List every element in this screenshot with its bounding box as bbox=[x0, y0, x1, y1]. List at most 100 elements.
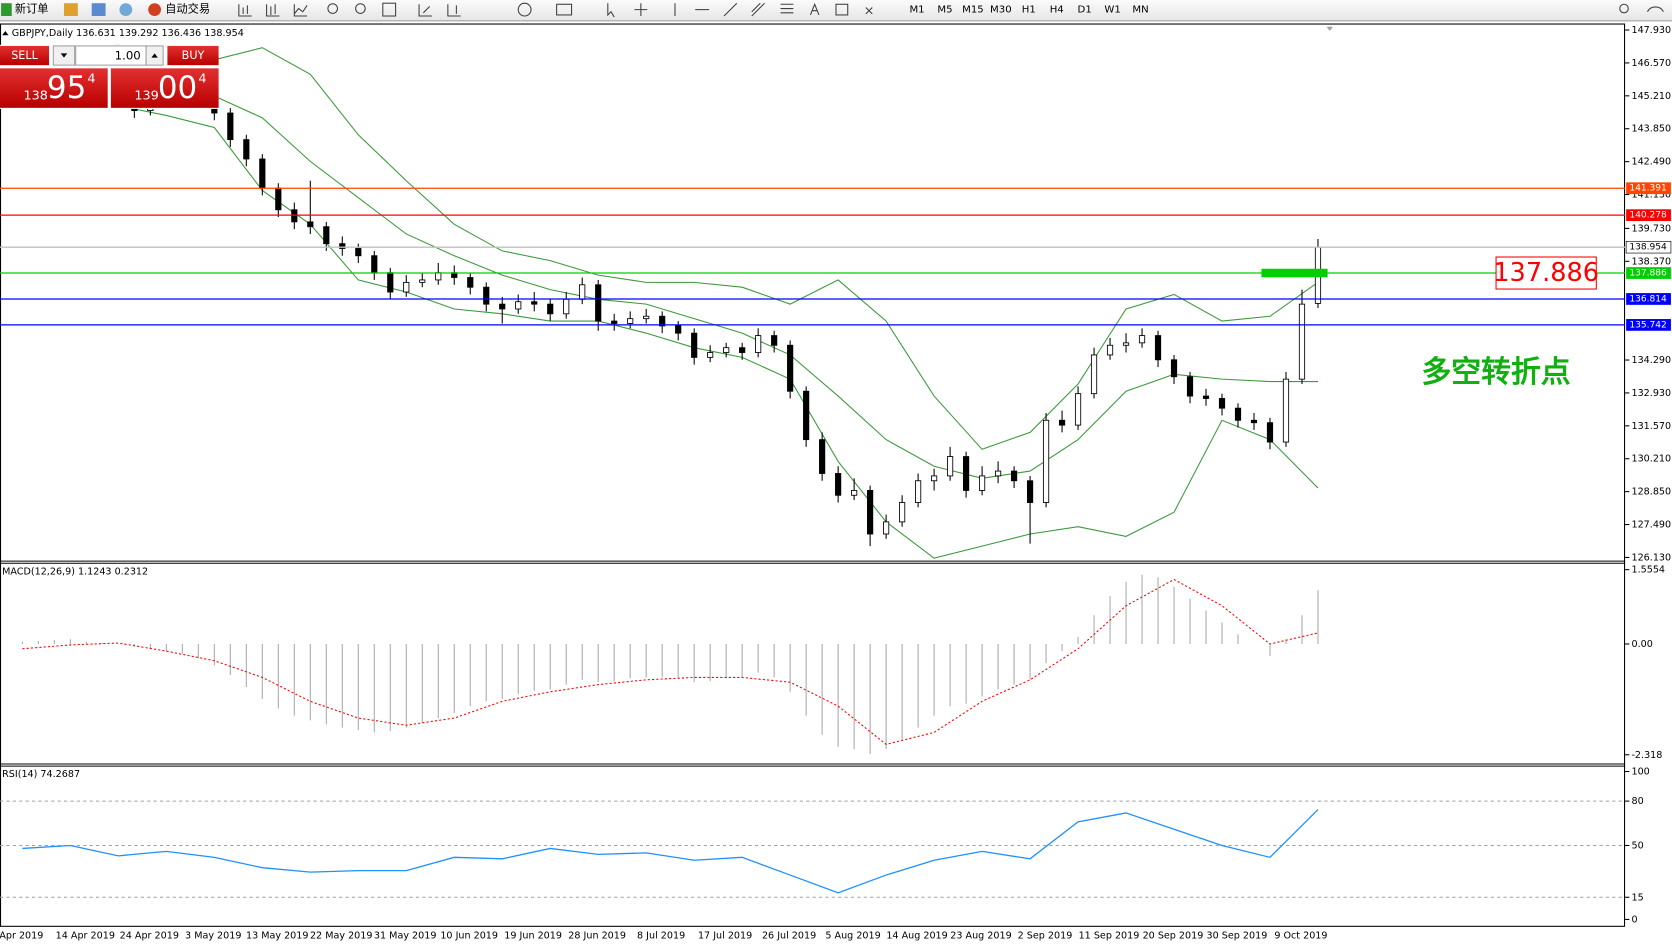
x-tick-label: Apr 2019 bbox=[0, 930, 43, 941]
timeframe-button[interactable]: M1 bbox=[909, 5, 924, 16]
tool-line[interactable] bbox=[293, 4, 308, 17]
bid-price[interactable]: 138 95 4 bbox=[0, 68, 108, 108]
price-tag bbox=[1626, 293, 1671, 305]
x-tick-label: 11 Sep 2019 bbox=[1079, 930, 1140, 941]
candle-body bbox=[387, 272, 394, 293]
y-tick-label: 126.130 bbox=[1631, 552, 1671, 563]
price-tag-label: 138.954 bbox=[1629, 243, 1667, 253]
auto-trade-icon bbox=[148, 3, 162, 17]
y-tick-label: 139.730 bbox=[1631, 223, 1671, 234]
candle-body bbox=[1266, 422, 1274, 443]
search-icon[interactable] bbox=[1619, 3, 1629, 14]
buy-button[interactable]: BUY bbox=[167, 45, 219, 66]
y-tick-label: 1.5554 bbox=[1631, 565, 1665, 576]
trade-panel: SELL 1.00 BUY 138 95 4 139 00 4 bbox=[0, 44, 219, 109]
buy-button-bg bbox=[167, 45, 219, 66]
y-tick-label: 0 bbox=[1631, 914, 1637, 925]
timeframe-button[interactable]: M5 bbox=[937, 5, 952, 16]
toolbar-icon[interactable] bbox=[63, 3, 78, 17]
x-tick-label: 20 Sep 2019 bbox=[1143, 930, 1204, 941]
candle-body bbox=[787, 344, 794, 392]
candle-body bbox=[1138, 335, 1146, 344]
toolbar-tools bbox=[238, 2, 1664, 18]
tool-candles[interactable] bbox=[266, 4, 280, 17]
y-tick-label: 80 bbox=[1631, 796, 1643, 807]
x-tick-label: 2 Sep 2019 bbox=[1018, 930, 1073, 941]
candle-body bbox=[1106, 344, 1114, 356]
indicator-title: MACD(12,26,9) 1.1243 0.2312 bbox=[2, 566, 148, 577]
tool-scroll[interactable] bbox=[418, 4, 432, 17]
timeframe-button[interactable]: MN bbox=[1132, 5, 1148, 16]
sell-label[interactable]: SELL bbox=[11, 49, 38, 62]
sell-button[interactable]: SELL bbox=[0, 45, 50, 66]
x-tick-label: 13 May 2019 bbox=[246, 930, 309, 941]
x-tick-label: 14 Aug 2019 bbox=[886, 930, 947, 941]
tool-trendline[interactable] bbox=[723, 2, 738, 17]
new-order-label[interactable]: 新订单 bbox=[15, 2, 49, 16]
timeframe-button[interactable]: M30 bbox=[990, 5, 1012, 16]
ask-bg bbox=[110, 68, 219, 108]
buy-label[interactable]: BUY bbox=[182, 49, 205, 62]
rsi-line bbox=[22, 809, 1319, 894]
y-tick-label: 50 bbox=[1631, 840, 1643, 851]
lots-up-arrow bbox=[151, 53, 158, 58]
sell-button-bg bbox=[0, 45, 50, 66]
tool-channel[interactable] bbox=[751, 2, 765, 17]
timeframe-button[interactable]: W1 bbox=[1104, 5, 1120, 16]
tool-text[interactable] bbox=[809, 2, 820, 16]
candle-body bbox=[627, 318, 634, 324]
timeframe-button[interactable]: H1 bbox=[1022, 5, 1036, 16]
price-tag-label: 141.391 bbox=[1629, 184, 1666, 194]
tool-templates[interactable] bbox=[556, 3, 573, 16]
ask-price[interactable]: 139 00 4 bbox=[110, 68, 219, 108]
auto-trade-label[interactable]: 自动交易 bbox=[165, 2, 210, 16]
tool-fibo[interactable] bbox=[780, 3, 794, 14]
candle-body bbox=[1186, 376, 1194, 397]
candle-body bbox=[611, 320, 618, 324]
toolbar-icon[interactable] bbox=[119, 3, 133, 17]
toolbar-icon[interactable] bbox=[91, 3, 106, 17]
tool-zoom-in[interactable] bbox=[327, 3, 339, 14]
x-tick-label: 3 May 2019 bbox=[185, 930, 241, 941]
tool-cursor[interactable] bbox=[607, 3, 615, 18]
tool-bar-chart[interactable] bbox=[238, 4, 252, 17]
x-tick-label: 8 Jul 2019 bbox=[637, 930, 685, 941]
timeframe-button[interactable]: D1 bbox=[1078, 5, 1092, 16]
ask-main: 00 bbox=[158, 70, 197, 106]
price-tag-label: 140.278 bbox=[1629, 211, 1667, 221]
header-arrow[interactable] bbox=[2, 30, 9, 36]
chat-icon[interactable] bbox=[1646, 6, 1664, 13]
candle-body bbox=[1010, 470, 1018, 482]
y-tick-label: 142.490 bbox=[1631, 157, 1671, 168]
tool-crosshair[interactable] bbox=[634, 3, 648, 17]
lots-value[interactable]: 1.00 bbox=[115, 49, 141, 63]
candle-body bbox=[899, 502, 906, 523]
x-tick-label: 23 Aug 2019 bbox=[950, 930, 1011, 941]
y-tick-label: 131.570 bbox=[1631, 421, 1671, 432]
tool-zoom-out[interactable] bbox=[355, 3, 366, 14]
y-tick-label: 147.930 bbox=[1631, 25, 1671, 36]
annotation: 多空转折点 bbox=[1421, 355, 1570, 390]
new-order-button[interactable]: 新订单 bbox=[1, 2, 49, 17]
candle-body bbox=[1298, 303, 1306, 380]
timeframe-button[interactable]: M15 bbox=[962, 5, 984, 16]
candle-body bbox=[339, 243, 346, 249]
shift-marker bbox=[1326, 26, 1333, 31]
candle-body bbox=[819, 439, 826, 474]
tool-arrows[interactable] bbox=[865, 7, 873, 15]
tool-tile[interactable] bbox=[382, 2, 397, 17]
y-tick-label: 0.00 bbox=[1631, 639, 1652, 650]
x-tick-label: 5 Aug 2019 bbox=[825, 930, 880, 941]
tool-periods[interactable] bbox=[517, 2, 532, 17]
tool-shift[interactable] bbox=[447, 4, 461, 17]
bollinger-upper bbox=[22, 44, 1319, 450]
chart-header: GBPJPY,Daily 136.631 139.292 136.436 138… bbox=[12, 28, 244, 39]
price-tag bbox=[1626, 267, 1671, 279]
candle-body bbox=[643, 315, 650, 320]
tool-label[interactable] bbox=[835, 3, 849, 16]
auto-trade-button[interactable]: 自动交易 bbox=[148, 2, 210, 17]
ask-big: 139 bbox=[134, 89, 158, 104]
timeframe-button[interactable]: H4 bbox=[1050, 5, 1064, 16]
